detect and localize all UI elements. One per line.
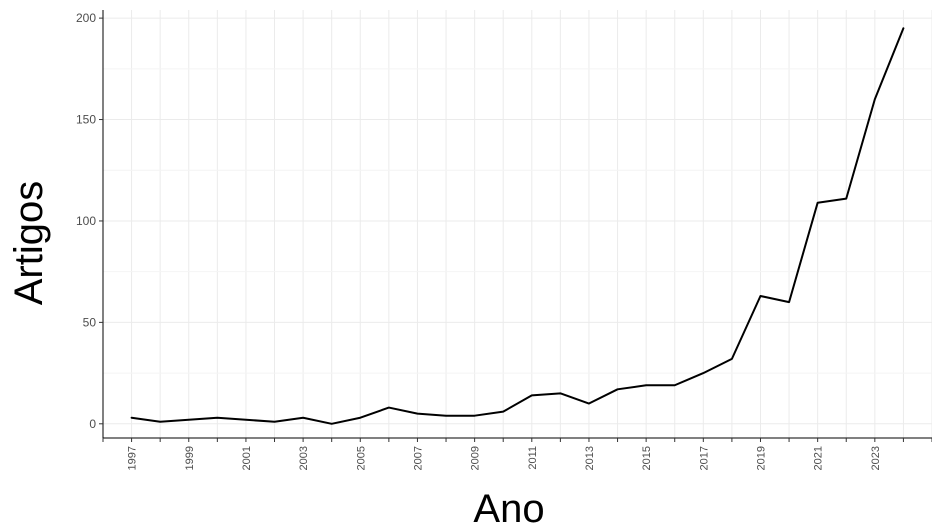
x-tick-label: 2011: [527, 446, 539, 470]
axis-layer: [102, 10, 932, 439]
x-tick-label: 2007: [412, 446, 424, 470]
x-axis-label: Ano: [473, 487, 544, 524]
y-tick-label: 50: [83, 315, 97, 329]
y-tick-label: 0: [89, 417, 96, 431]
x-tick-label: 2005: [355, 446, 367, 470]
x-tick-label: 1999: [184, 446, 196, 470]
x-tick-label: 2019: [755, 446, 767, 470]
x-tick-label: 2003: [298, 446, 310, 470]
series-layer: [130, 27, 905, 425]
x-tick-label: 2021: [813, 446, 825, 470]
tick-layer: 0 50 100 150 200 1997 1999 2001 2003 2005 2007 2009…: [76, 11, 932, 470]
x-tick-label: 2009: [470, 446, 482, 470]
grid-layer: [102, 10, 932, 438]
x-tick-label: 2023: [870, 446, 882, 470]
x-tick-label: 2017: [698, 446, 710, 470]
x-tick-label: 2013: [584, 446, 596, 470]
y-tick-label: 100: [76, 214, 96, 228]
x-tick-label: 2015: [641, 446, 653, 470]
y-tick-label: 150: [76, 113, 96, 127]
y-tick-label: 200: [76, 11, 96, 25]
y-axis-label: Artigos: [7, 181, 51, 306]
series-line: [130, 27, 905, 425]
x-tick-label: 1997: [127, 446, 139, 470]
x-tick-label: 2001: [241, 446, 253, 470]
